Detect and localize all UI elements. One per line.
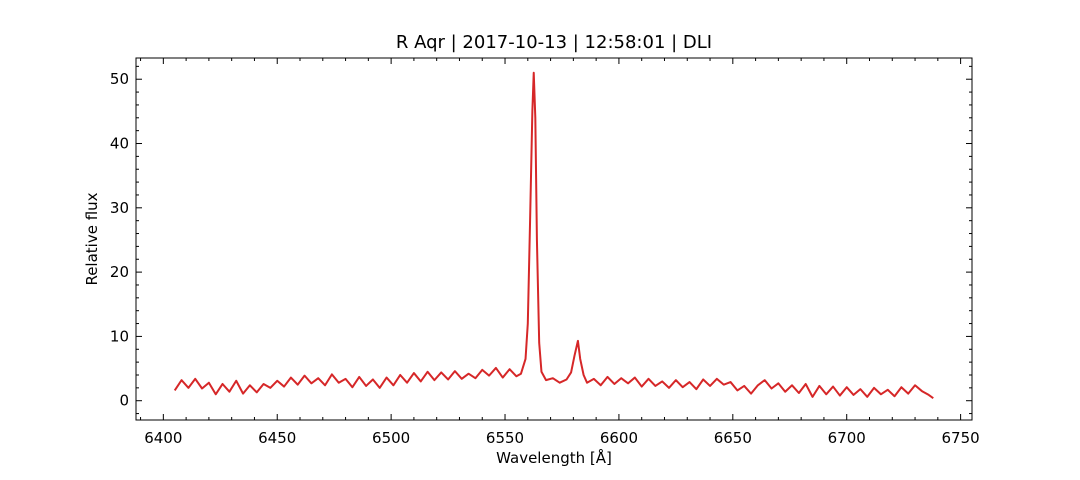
tick-layer: 6400 6450 6500 6550 6600 6650 6700 6750 0 10 20 30 4…: [110, 58, 980, 447]
y-axis-label: Relative flux: [83, 192, 101, 285]
x-tick-label: 6550: [486, 429, 524, 447]
y-tick-label: 50: [110, 70, 129, 88]
x-tick-label: 6400: [144, 429, 182, 447]
y-tick-label: 30: [110, 199, 129, 217]
x-tick-label: 6500: [372, 429, 410, 447]
x-tick-label: 6450: [258, 429, 296, 447]
x-tick-label: 6750: [942, 429, 980, 447]
spectrum-line-0: [173, 71, 934, 399]
series-layer: [173, 71, 934, 399]
chart-title: R Aqr | 2017-10-13 | 12:58:01 | DLI: [396, 32, 712, 53]
x-axis-label: Wavelength [Å]: [496, 448, 612, 467]
y-tick-label: 40: [110, 135, 129, 153]
x-tick-label: 6650: [714, 429, 752, 447]
y-tick-label: 0: [119, 392, 129, 410]
x-tick-label: 6600: [600, 429, 638, 447]
x-tick-label: 6700: [828, 429, 866, 447]
y-tick-label: 20: [110, 263, 129, 281]
y-tick-label: 10: [110, 327, 129, 345]
plot-area-frame: [135, 57, 973, 421]
